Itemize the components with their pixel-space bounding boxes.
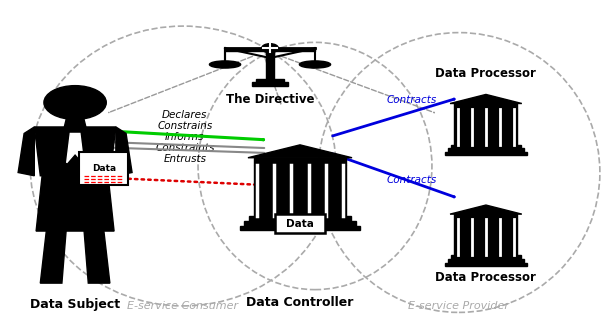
Bar	[252, 82, 288, 86]
Polygon shape	[64, 117, 86, 127]
Bar	[451, 255, 521, 259]
Bar	[256, 79, 285, 82]
Polygon shape	[40, 231, 66, 283]
Polygon shape	[450, 205, 522, 214]
Polygon shape	[67, 133, 83, 163]
Bar	[253, 158, 346, 165]
Bar	[455, 219, 517, 256]
Bar	[249, 216, 351, 221]
Text: Constraints: Constraints	[155, 143, 215, 153]
Text: Constrains: Constrains	[157, 121, 212, 131]
Text: The Directive: The Directive	[226, 93, 315, 106]
Polygon shape	[84, 231, 110, 283]
Text: Entrusts: Entrusts	[163, 154, 206, 164]
Ellipse shape	[299, 61, 330, 68]
Polygon shape	[18, 127, 34, 176]
Ellipse shape	[209, 61, 241, 68]
Text: Data Processor: Data Processor	[436, 271, 536, 284]
FancyBboxPatch shape	[275, 214, 324, 233]
Bar	[448, 259, 524, 263]
Bar	[445, 152, 527, 155]
FancyBboxPatch shape	[80, 152, 128, 185]
Bar	[253, 165, 346, 216]
Text: Contracts: Contracts	[387, 175, 437, 185]
Bar	[239, 226, 360, 230]
Bar	[455, 104, 517, 109]
Text: E-service Consumer: E-service Consumer	[127, 301, 239, 311]
Bar	[445, 263, 527, 266]
Polygon shape	[34, 127, 116, 176]
Circle shape	[44, 86, 106, 120]
Bar	[448, 148, 524, 152]
Text: Informs: Informs	[165, 132, 204, 142]
Text: Declares: Declares	[162, 110, 207, 120]
Polygon shape	[116, 127, 132, 176]
Bar	[266, 48, 274, 79]
Circle shape	[261, 44, 278, 53]
Bar	[225, 48, 315, 51]
Text: Data Controller: Data Controller	[246, 295, 354, 308]
Text: Data Processor: Data Processor	[436, 67, 536, 80]
Polygon shape	[450, 94, 522, 104]
Text: Data: Data	[92, 164, 116, 173]
Text: Data: Data	[286, 219, 314, 229]
Bar	[244, 221, 356, 226]
Text: Contracts: Contracts	[387, 95, 437, 105]
Polygon shape	[248, 145, 352, 158]
Bar	[451, 145, 521, 148]
Polygon shape	[36, 176, 114, 231]
Text: Data Subject: Data Subject	[30, 298, 120, 311]
Bar	[455, 109, 517, 145]
Text: E-service Provider: E-service Provider	[408, 301, 509, 311]
Bar	[455, 214, 517, 219]
